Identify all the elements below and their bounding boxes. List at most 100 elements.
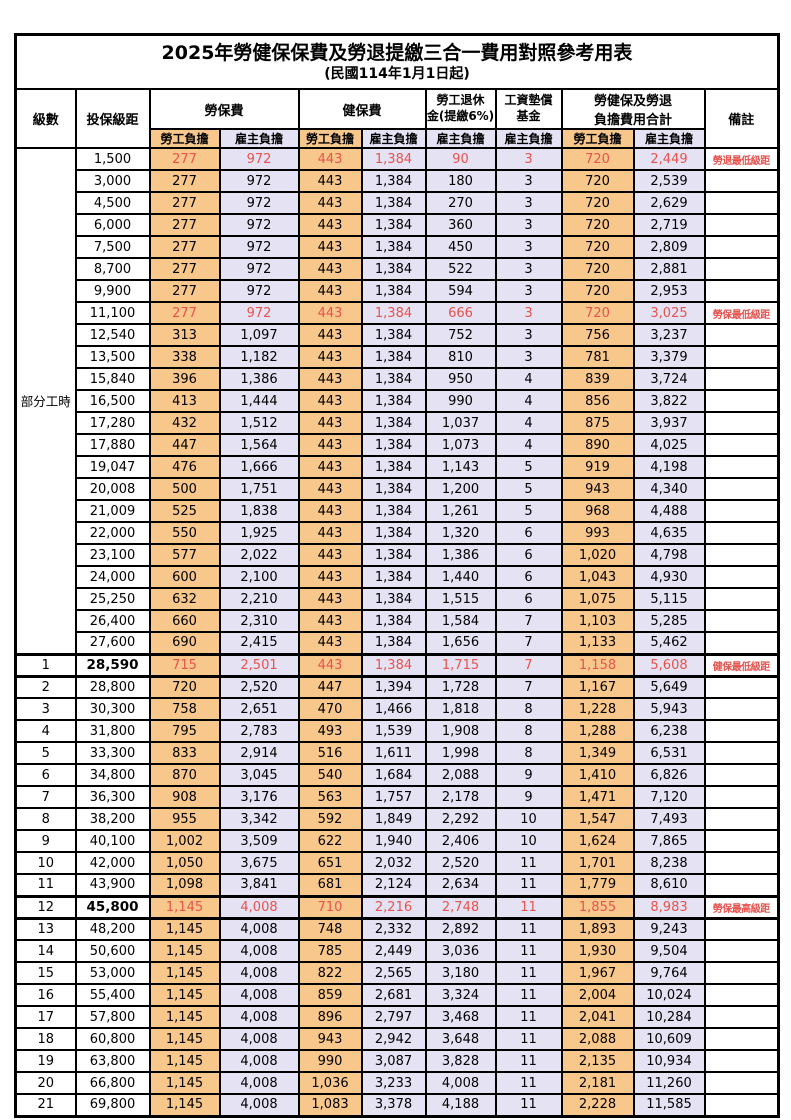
value-cell: 972 [218, 279, 300, 303]
table-row: 7 36,300 908 3,176 563 1,757 2,178 9 1,471 7,120 [14, 785, 780, 809]
remark-cell [703, 631, 780, 655]
value-cell: 1,838 [218, 499, 300, 523]
value-cell: 5,943 [632, 697, 706, 721]
header-labor-fee: 勞保費 [148, 88, 300, 130]
value-cell: 720 [560, 301, 635, 325]
remark-cell [703, 1093, 780, 1117]
value-cell: 180 [424, 169, 497, 193]
level-cell: 14 [14, 939, 77, 963]
value-cell: 6 [494, 521, 563, 545]
value-cell: 3,841 [218, 873, 300, 897]
table-row: 16,500 413 1,444 443 1,384 990 4 856 3,822 [16, 389, 780, 413]
table-row: 19 63,800 1,145 4,008 990 3,087 3,828 11 2,135 10… [14, 1049, 780, 1073]
value-cell: 516 [297, 741, 363, 765]
value-cell: 990 [297, 1049, 363, 1073]
remark-cell [703, 1049, 780, 1073]
level-cell: 21 [14, 1093, 77, 1117]
header-wage-fund: 工資墊償 基金 [494, 88, 563, 130]
value-cell: 443 [297, 521, 363, 545]
remark-cell [703, 565, 780, 589]
value-cell: 2,124 [360, 873, 427, 897]
value-cell: 2,565 [360, 961, 427, 985]
value-cell: 1,967 [560, 961, 635, 985]
value-cell: 1,779 [560, 873, 635, 897]
table-row: 19,047 476 1,666 443 1,384 1,143 5 919 4,198 [16, 455, 780, 479]
value-cell: 443 [297, 389, 363, 413]
value-cell: 5,649 [632, 675, 706, 699]
value-cell: 1,167 [560, 675, 635, 699]
premium-reference-table: 2025年勞健保保費及勞退提繳三合一費用對照參考用表 (民國114年1月1日起)… [14, 33, 780, 1118]
remark-cell [703, 785, 780, 809]
value-cell: 2,210 [218, 587, 300, 611]
value-cell: 432 [148, 411, 221, 435]
level-cell: 5 [14, 741, 77, 765]
value-cell: 4,340 [632, 477, 706, 501]
value-cell: 3,648 [424, 1027, 497, 1051]
value-cell: 443 [297, 147, 363, 171]
value-cell: 443 [297, 652, 363, 678]
subheader-total-employee: 勞工負擔 [560, 128, 635, 149]
value-cell: 277 [148, 257, 221, 281]
value-cell: 2,748 [424, 894, 497, 920]
value-cell: 11 [494, 894, 563, 920]
value-cell: 11 [494, 983, 563, 1007]
value-cell: 4 [494, 367, 563, 391]
value-cell: 4,008 [218, 1093, 300, 1117]
value-cell: 2,520 [218, 675, 300, 699]
value-cell: 4,008 [218, 1049, 300, 1073]
value-cell: 3 [494, 235, 563, 259]
value-cell: 3,378 [360, 1093, 427, 1117]
value-cell: 1,466 [360, 697, 427, 721]
value-cell: 1,394 [360, 675, 427, 699]
value-cell: 1,611 [360, 741, 427, 765]
value-cell: 1,075 [560, 587, 635, 611]
value-cell: 4 [494, 389, 563, 413]
table-row: 9,900 277 972 443 1,384 594 3 720 2,953 [16, 279, 780, 303]
value-cell: 875 [560, 411, 635, 435]
table-row: 24,000 600 2,100 443 1,384 1,440 6 1,043 4,930 [16, 565, 780, 589]
value-cell: 651 [297, 851, 363, 875]
subheader-labor-employer: 雇主負擔 [218, 128, 300, 149]
table-row: 4,500 277 972 443 1,384 270 3 720 2,629 [16, 191, 780, 215]
value-cell: 2,022 [218, 543, 300, 567]
remark-cell [703, 433, 780, 457]
value-cell: 443 [297, 367, 363, 391]
value-cell: 476 [148, 455, 221, 479]
value-cell: 7,865 [632, 829, 706, 853]
value-cell: 1,158 [560, 652, 635, 678]
value-cell: 2,032 [360, 851, 427, 875]
table-row: 3 30,300 758 2,651 470 1,466 1,818 8 1,228 5,943 [14, 697, 780, 721]
bracket-cell: 57,800 [74, 1005, 151, 1029]
value-cell: 1,855 [560, 894, 635, 920]
header-remark: 備註 [703, 88, 780, 149]
value-cell: 2,088 [424, 763, 497, 787]
value-cell: 3,828 [424, 1049, 497, 1073]
table-row: 15,840 396 1,386 443 1,384 950 4 839 3,724 [16, 367, 780, 391]
bracket-cell: 27,600 [74, 631, 151, 655]
remark-cell [703, 367, 780, 391]
value-cell: 1,384 [360, 411, 427, 435]
bracket-cell: 9,900 [74, 279, 151, 303]
value-cell: 690 [148, 631, 221, 655]
value-cell: 1,073 [424, 433, 497, 457]
bracket-cell: 6,000 [74, 213, 151, 237]
value-cell: 3 [494, 279, 563, 303]
value-cell: 3,509 [218, 829, 300, 853]
value-cell: 1,515 [424, 587, 497, 611]
value-cell: 972 [218, 213, 300, 237]
remark-cell [703, 719, 780, 743]
remark-cell [703, 609, 780, 633]
table-row: 27,600 690 2,415 443 1,384 1,656 7 1,133 5,462 [16, 631, 780, 655]
value-cell: 1,384 [360, 455, 427, 479]
table-row: 12,540 313 1,097 443 1,384 752 3 756 3,237 [16, 323, 780, 347]
table-row: 3,000 277 972 443 1,384 180 3 720 2,539 [16, 169, 780, 193]
value-cell: 3 [494, 301, 563, 325]
value-cell: 1,002 [148, 829, 221, 853]
table-row: 6 34,800 870 3,045 540 1,684 2,088 9 1,410 6,826 [14, 763, 780, 787]
value-cell: 500 [148, 477, 221, 501]
value-cell: 11 [494, 1027, 563, 1051]
value-cell: 1,145 [148, 894, 221, 920]
value-cell: 8,610 [632, 873, 706, 897]
remark-cell [703, 389, 780, 413]
value-cell: 10,934 [632, 1049, 706, 1073]
